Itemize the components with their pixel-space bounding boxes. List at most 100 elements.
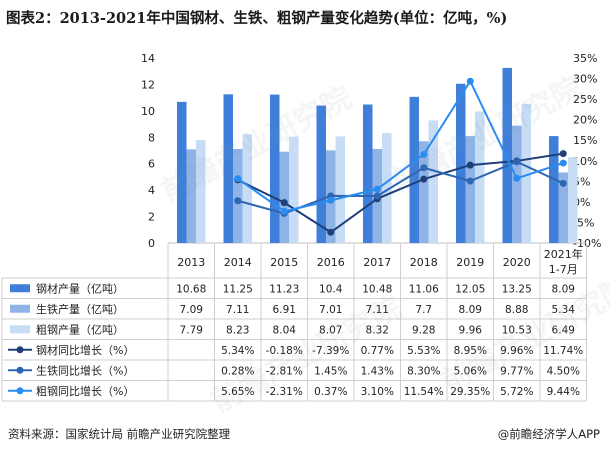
right-axis-tick-label: 20% [573,114,597,127]
chart-title: 图表2：2013-2021年中国钢材、生铁、粗钢产量变化趋势(单位：亿吨，%) [6,10,508,27]
table-cell-value: 13.25 [502,283,532,295]
growth-point-2 [559,179,567,187]
bar-1 [316,105,326,243]
table-cell-value: 9.96 [459,324,483,336]
growth-point-3 [513,174,521,182]
left-axis-tick-label: 8 [148,131,155,144]
bar-1 [270,94,280,243]
growth-point-2 [420,164,428,172]
bar-1 [363,104,373,243]
x-axis-category-label: 2015 [270,256,298,269]
table-cell-value: 5.65% [221,386,254,398]
growth-point-3 [466,77,474,85]
table-cell-value: -7.39% [312,345,349,357]
table-cell-value: -2.31% [266,386,303,398]
growth-point-3 [373,185,381,193]
bar-3 [428,120,438,243]
table-cell-value: 0.77% [361,345,394,357]
table-cell-value: 10.48 [362,283,392,295]
legend-series-name: 生铁产量（亿吨） [36,302,124,316]
bar-2 [465,136,475,243]
bar-2 [512,125,522,243]
x-axis-category-label: 2013 [177,256,205,269]
table-cell-value: 10.4 [319,283,343,295]
x-axis-category-label: 2016 [317,256,345,269]
growth-point-3 [327,196,335,204]
growth-point-3 [559,159,567,167]
table-cell-value: 8.32 [366,324,389,336]
table-cell-value: 5.06% [454,365,487,377]
table-cell-value: 8.23 [226,324,249,336]
right-axis-tick-label: 30% [573,73,597,86]
table-cell-value: 12.05 [455,283,485,295]
table-cell-value: 7.11 [226,304,249,316]
table-cell-value: 8.30% [407,365,440,377]
table-cell-value: 0.28% [221,365,254,377]
table-cell-value: 8.07 [319,324,342,336]
bar-1 [177,101,187,243]
bar-3 [335,136,345,243]
right-axis-tick-label: -5% [573,216,594,229]
growth-point-1 [466,161,474,169]
table-cell-value: 29.35% [450,386,490,398]
table-cell-value: 7.11 [366,304,389,316]
legend-series-name: 钢材同比增长（%） [36,343,134,357]
table-cell-value: 9.96% [500,345,533,357]
growth-point-2 [373,192,381,200]
table-cell-value: 4.50% [547,365,580,377]
bar-1 [456,83,466,244]
left-axis-tick-label: 0 [148,237,155,250]
growth-point-2 [466,177,474,185]
table-cell-value: 7.09 [180,304,203,316]
table-cell-value: 10.68 [176,283,206,295]
bar-3 [382,133,392,243]
bar-3 [568,157,578,243]
bar-3 [196,140,206,243]
table-cell-value: 1.43% [361,365,394,377]
table-cell-value: 5.34 [552,304,576,316]
legend-key-marker [16,387,24,395]
right-axis-tick-label: 25% [573,93,597,106]
bar-1 [502,67,512,244]
table-cell-value: 7.7 [415,304,432,316]
growth-line-3 [237,79,564,213]
bar-2 [558,172,568,243]
table-cell-value: 5.53% [407,345,440,357]
table-cell-value: -2.81% [266,365,303,377]
app-logo-text: @前瞻经济学人APP [497,427,600,441]
table-cell-value: 9.44% [547,386,580,398]
x-axis-category-label: 2021年 [544,247,583,261]
right-axis-tick-label: 10% [573,155,597,168]
growth-point-2 [234,197,242,205]
left-axis-tick-label: 10 [141,105,155,118]
bar-1 [549,136,559,243]
table-cell-value: 11.74% [543,345,583,357]
table-cell-value: 0.37% [314,386,347,398]
table-cell-value: 8.09 [552,283,575,295]
left-axis-tick-label: 14 [141,52,155,65]
legend-series-name: 生铁同比增长（%） [36,363,134,377]
legend-series-name: 钢材产量（亿吨） [36,281,124,295]
x-axis-category-label: 2017 [363,256,391,269]
bar-3 [521,103,531,243]
bar-3 [289,136,299,243]
left-axis-tick-label: 4 [148,184,155,197]
left-axis-tick-label: 2 [148,211,155,224]
table-cell-value: 8.88 [505,304,528,316]
table-cell-value: 7.79 [180,324,203,336]
table-cell-value: 9.77% [500,365,533,377]
table-cell-value: 8.95% [454,345,487,357]
table-cell-value: 8.09 [459,304,482,316]
bar-1 [409,96,419,243]
x-axis-category-label: 2018 [410,256,438,269]
table-cell-value: 11.23 [269,283,299,295]
x-axis-category-label: 1-7月 [549,263,578,276]
table-cell-value: 11.06 [409,283,439,295]
table-cell-value: 10.53 [502,324,532,336]
growth-point-2 [513,158,521,166]
growth-point-3 [234,175,242,183]
bar-2 [419,141,429,243]
growth-point-3 [280,207,288,215]
legend-key-marker [16,366,24,374]
